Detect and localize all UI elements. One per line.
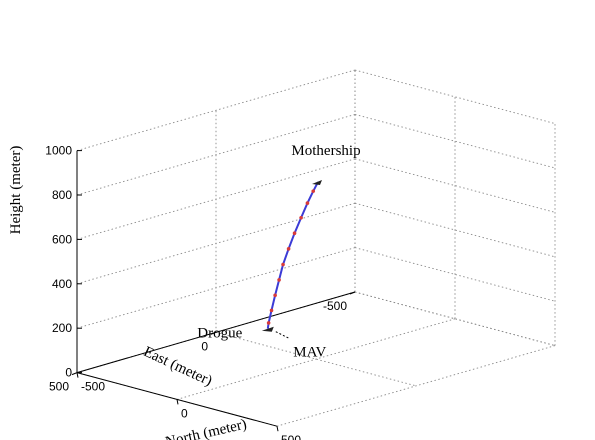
grid-line — [354, 113, 556, 169]
mav-pointer — [275, 331, 291, 340]
north-axis-label: North (meter) — [164, 416, 248, 440]
grid-line — [76, 69, 356, 152]
axes: 02004006008001000-5000500-5000500Height … — [8, 144, 356, 440]
east-tick-label: 0 — [201, 339, 208, 353]
mothership-label: Mothership — [291, 143, 360, 159]
trajectory-point — [299, 215, 303, 220]
labels: Mothership Drogue MAV — [197, 143, 360, 361]
height-tick-label: 1000 — [45, 144, 72, 158]
north-tick — [276, 426, 279, 432]
mav-marker — [261, 326, 274, 332]
grid-line — [276, 345, 556, 427]
height-tick-label: 200 — [52, 321, 72, 335]
height-tick-label: 600 — [52, 232, 72, 246]
grid-line — [354, 202, 556, 258]
mav-label: MAV — [293, 345, 326, 361]
grid — [76, 69, 556, 427]
north-tick — [76, 372, 79, 378]
north-tick-label: 0 — [181, 406, 188, 420]
grid-line — [354, 247, 556, 302]
trajectory-point — [273, 293, 277, 298]
north-tick — [176, 399, 179, 405]
east-tick-label: 500 — [49, 380, 69, 394]
north-tick-label: 500 — [281, 433, 301, 440]
trajectory-point — [305, 201, 310, 205]
grid-line — [76, 113, 356, 196]
east-tick-label: -500 — [323, 299, 347, 313]
trajectory-point — [277, 278, 281, 282]
grid-line — [354, 69, 556, 125]
grid-line — [354, 291, 556, 347]
north-tick-label: -500 — [81, 380, 105, 394]
trajectory-point — [269, 308, 274, 313]
trajectory-point — [311, 189, 316, 193]
height-tick-label: 400 — [52, 277, 72, 291]
height-tick-label: 800 — [52, 188, 72, 202]
grid-line — [215, 331, 417, 387]
height-tick-label: 0 — [65, 366, 72, 380]
grid-line — [176, 318, 456, 400]
grid-line — [354, 158, 556, 213]
east-tick — [71, 372, 78, 376]
height-axis-label: Height (meter) — [8, 146, 24, 235]
trajectory-point — [266, 321, 271, 325]
trajectory-point — [281, 262, 285, 267]
trajectory-line — [266, 181, 319, 329]
trajectory — [261, 180, 322, 340]
east-tick — [210, 331, 217, 335]
trajectory-point — [292, 231, 297, 236]
trajectory-point — [286, 247, 291, 251]
drogue-label: Drogue — [197, 326, 242, 342]
east-tick — [349, 291, 356, 295]
mothership-marker — [312, 180, 322, 186]
